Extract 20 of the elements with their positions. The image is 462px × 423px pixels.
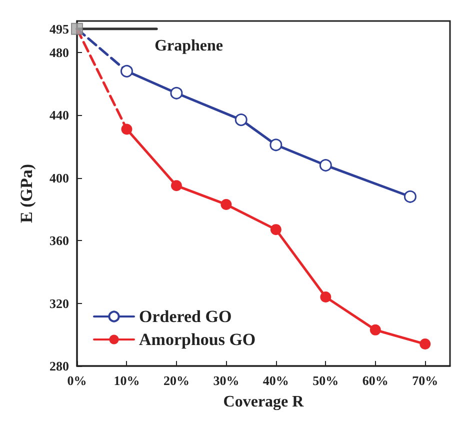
- x-tick-label: 0%: [67, 373, 87, 388]
- y-tick-label: 440: [50, 108, 69, 123]
- x-tick-label: 60%: [362, 373, 388, 388]
- x-tick-label: 70%: [412, 373, 438, 388]
- x-tick-label: 50%: [312, 373, 339, 388]
- y-tick-label: 495: [50, 21, 70, 36]
- y-axis-title: E (GPa): [17, 164, 36, 224]
- x-axis-title: Coverage R: [223, 394, 304, 410]
- legend-label: Amorphous GO: [139, 330, 256, 349]
- x-tick-label: 30%: [213, 373, 240, 388]
- y-tick-label: 480: [50, 44, 69, 60]
- legend-label: Ordered GO: [139, 307, 232, 326]
- y-tick-label: 400: [50, 170, 69, 186]
- y-tick-label: 320: [50, 296, 69, 311]
- y-tick-label: 280: [50, 358, 69, 374]
- y-tick-label: 360: [50, 233, 69, 248]
- x-tick-label: 10%: [114, 373, 140, 388]
- x-tick-label: 20%: [163, 373, 190, 388]
- x-tick-label: 40%: [262, 373, 289, 388]
- series-label: Graphene: [154, 37, 224, 54]
